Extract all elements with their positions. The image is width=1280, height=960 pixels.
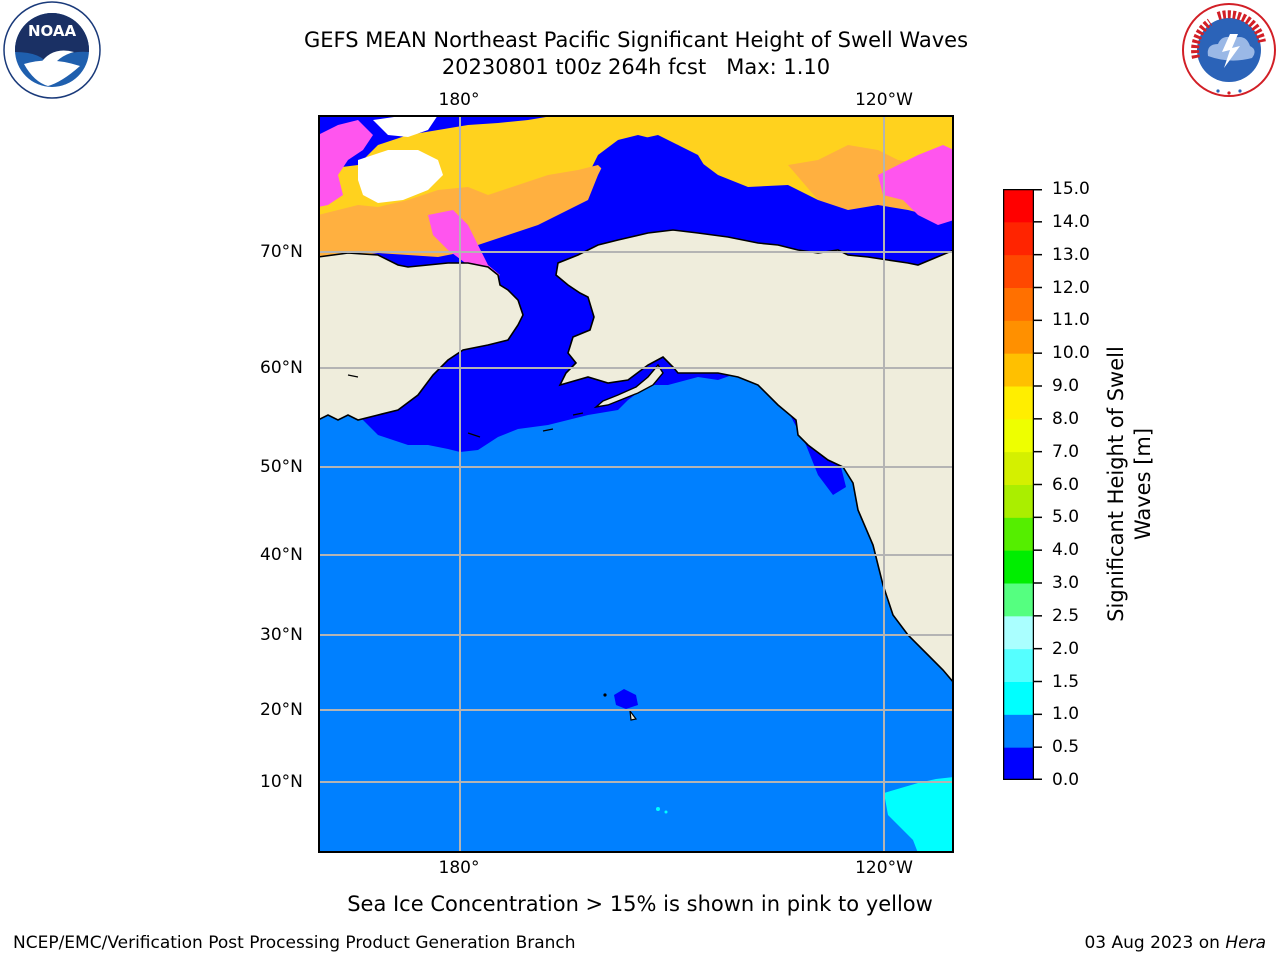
colorbar-tick-label: 4.0 [1052, 540, 1080, 561]
colorbar-tick-label: 1.5 [1052, 671, 1080, 692]
colorbar-segment [1003, 714, 1034, 748]
swell-height-map [318, 115, 954, 853]
sea-ice-pink-3 [878, 145, 954, 225]
colorbar [1003, 189, 1034, 780]
colorbar-tick-label: 2.0 [1052, 638, 1080, 659]
colorbar-segment [1003, 615, 1034, 650]
lat-label-60n: 60°N [260, 358, 303, 378]
land-siberia [318, 252, 524, 421]
colorbar-tick-label: 10.0 [1052, 343, 1090, 364]
colorbar-segment [1003, 221, 1034, 256]
lat-label-70n: 70°N [260, 242, 303, 262]
lon-label-bottom-180: 180° [438, 858, 480, 878]
sea-ice-pink-2 [428, 210, 500, 280]
colorbar-segment [1003, 681, 1034, 715]
graticule [318, 115, 954, 853]
colorbar-tick-label: 1.0 [1052, 704, 1080, 725]
ocean-swell-1.0-1.5 [884, 777, 954, 853]
colorbar-segment [1003, 747, 1034, 780]
sea-ice-orange [318, 165, 608, 259]
chart-subtitle: 20230801 t00z 264h fcst Max: 1.10 [441, 55, 831, 79]
colorbar-tick-label: 6.0 [1052, 474, 1080, 495]
ocean-swell-0.0-0.5-hawaii [614, 689, 638, 709]
colorbar-label: Significant Height of Swell Waves [m] [1103, 274, 1157, 694]
land-hawaii [629, 708, 638, 721]
land-alaska-peninsula [593, 363, 664, 409]
colorbar-tick-label: 0.5 [1052, 737, 1080, 758]
sea-ice-pink [318, 120, 373, 207]
sea-ice-note: Sea Ice Concentration > 15% is shown in … [347, 892, 933, 916]
sea-ice-white-2 [373, 115, 438, 137]
noaa-logo-text: NOAA [28, 22, 77, 40]
colorbar-tick-label: 5.0 [1052, 507, 1080, 528]
land-alaska-canada [555, 115, 954, 685]
generation-date: 03 Aug 2023 on Hera [1084, 932, 1266, 954]
colorbar-segment [1003, 451, 1034, 485]
colorbar-segment [1003, 189, 1034, 223]
lat-label-50n: 50°N [260, 457, 303, 477]
colorbar-tick-label: 15.0 [1052, 179, 1090, 199]
map-frame [318, 115, 954, 853]
colorbar-tick-label: 3.0 [1052, 573, 1080, 593]
nws-logo [1181, 2, 1277, 98]
colorbar-segment [1003, 648, 1034, 682]
colorbar-tick-label: 7.0 [1052, 441, 1080, 462]
lon-label-top-120w: 120°W [855, 90, 913, 110]
lon-label-bottom-120w: 120°W [855, 858, 913, 878]
lon-label-top-180: 180° [438, 90, 480, 110]
colorbar-tick-label: 0.0 [1052, 770, 1080, 790]
colorbar-segment [1003, 254, 1034, 288]
colorbar-segment [1003, 353, 1034, 387]
lat-label-10n: 10°N [260, 772, 303, 792]
colorbar-segment [1003, 484, 1034, 518]
colorbar-tick-label: 12.0 [1052, 277, 1090, 298]
generation-host: Hera [1225, 933, 1266, 953]
colorbar-segment [1003, 386, 1034, 420]
colorbar-segment [1003, 287, 1034, 321]
colorbar-segment [1003, 517, 1034, 551]
lat-label-20n: 20°N [260, 700, 303, 720]
producer-credit: NCEP/EMC/Verification Post Processing Pr… [13, 933, 576, 953]
colorbar-tick-label: 2.5 [1052, 605, 1080, 626]
land-aleutians [347, 374, 584, 438]
colorbar-segment [1003, 418, 1034, 453]
sea-ice-white [358, 150, 443, 203]
colorbar-tick-label: 13.0 [1052, 244, 1090, 265]
chart-title: GEFS MEAN Northeast Pacific Significant … [303, 28, 969, 52]
ocean-swell-0.0-0.5-arctic [588, 135, 878, 260]
generation-date-text: 03 Aug 2023 on [1084, 933, 1226, 953]
colorbar-tick-label: 8.0 [1052, 408, 1080, 429]
colorbar-label-line1: Significant Height of Swell [1104, 346, 1128, 622]
colorbar-segment [1003, 550, 1034, 584]
colorbar-tick-label: 9.0 [1052, 376, 1080, 396]
colorbar-ticks [1034, 189, 1042, 780]
lat-label-30n: 30°N [260, 625, 303, 645]
colorbar-label-line2: Waves [m] [1131, 427, 1155, 541]
noaa-logo: NOAA [3, 1, 101, 99]
colorbar-segment [1003, 320, 1034, 354]
colorbar-segment [1003, 583, 1034, 617]
colorbar-tick-label: 14.0 [1052, 211, 1090, 232]
lat-label-40n: 40°N [260, 545, 303, 565]
colorbar-tick-label: 11.0 [1052, 310, 1090, 331]
